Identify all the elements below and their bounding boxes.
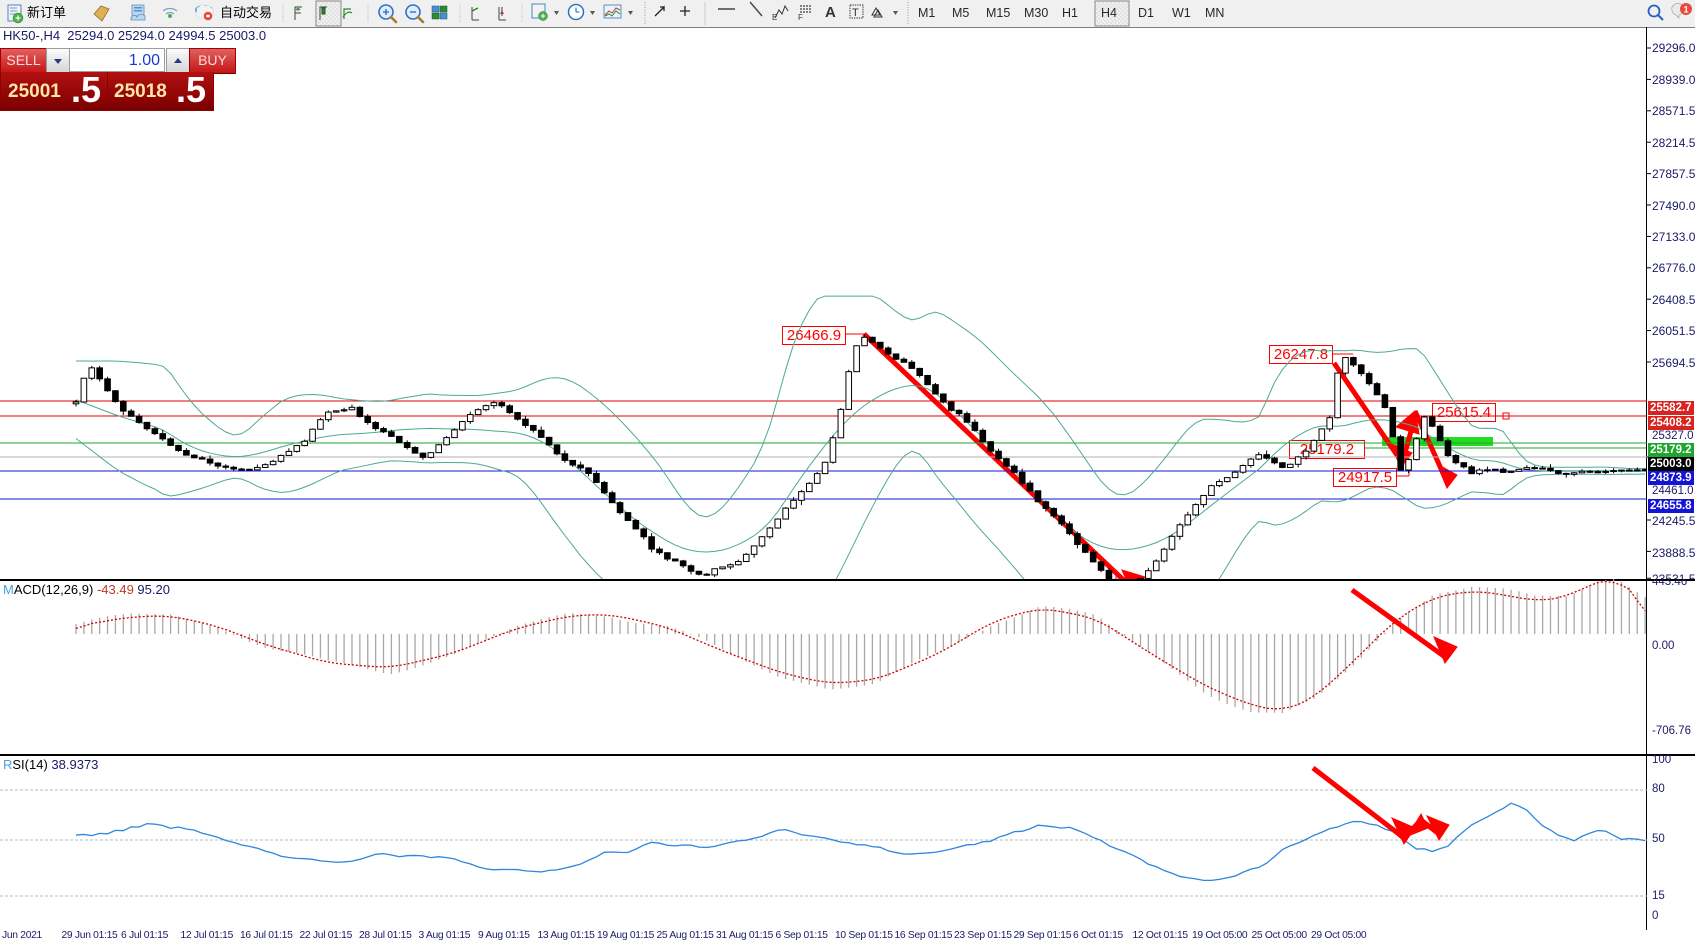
svg-text:自动交易: 自动交易 — [220, 5, 272, 20]
svg-text:E: E — [772, 13, 777, 22]
svg-text:新订单: 新订单 — [27, 5, 66, 20]
svg-text:M15: M15 — [986, 6, 1010, 20]
svg-text:H1: H1 — [1062, 6, 1078, 20]
svg-text:M5: M5 — [952, 6, 969, 20]
svg-text:H4: H4 — [1101, 6, 1117, 20]
svg-text:MN: MN — [1205, 6, 1224, 20]
svg-text:F: F — [798, 13, 803, 22]
svg-text:T: T — [852, 7, 859, 19]
svg-text:A: A — [825, 4, 836, 21]
svg-text:D1: D1 — [1138, 6, 1154, 20]
svg-text:M1: M1 — [918, 6, 935, 20]
svg-text:W1: W1 — [1172, 6, 1191, 20]
svg-text:M30: M30 — [1024, 6, 1048, 20]
svg-text:1: 1 — [1683, 5, 1688, 15]
